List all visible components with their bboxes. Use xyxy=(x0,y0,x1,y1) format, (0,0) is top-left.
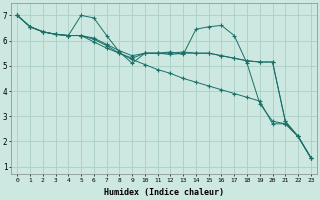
X-axis label: Humidex (Indice chaleur): Humidex (Indice chaleur) xyxy=(104,188,224,197)
